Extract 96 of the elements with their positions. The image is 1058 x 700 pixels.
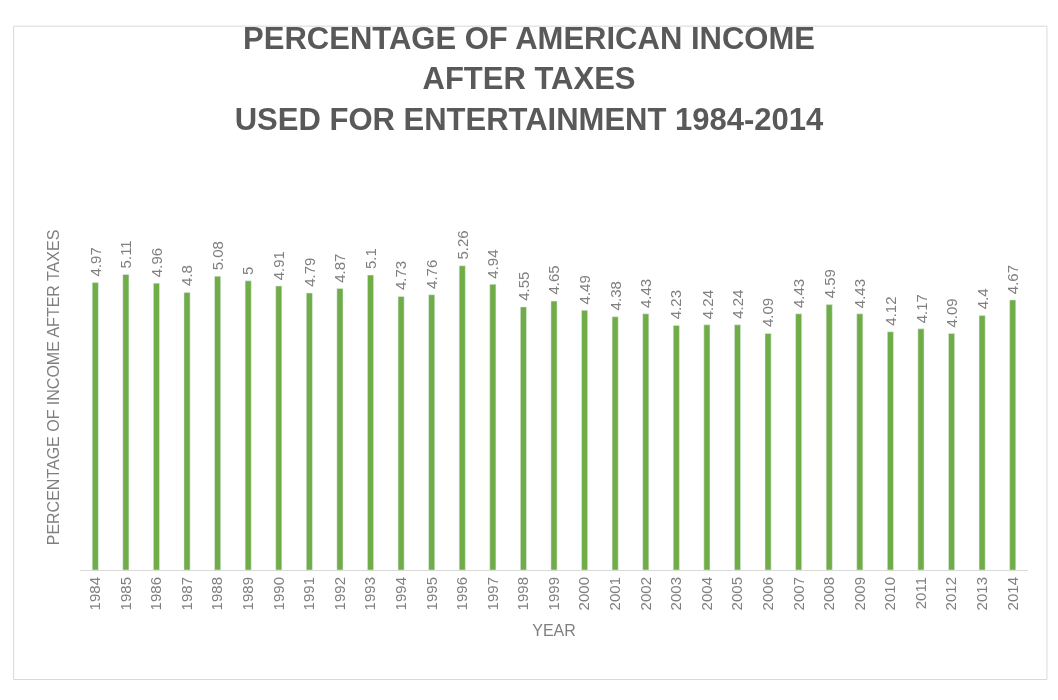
data-label: 4.17	[912, 294, 930, 324]
bar	[611, 316, 619, 570]
x-tick-label: 1992	[330, 577, 348, 611]
x-tick-label: 2000	[575, 577, 593, 611]
data-label: 5	[239, 266, 257, 276]
x-tick-label: 2008	[820, 577, 838, 611]
data-label: 4.38	[606, 281, 624, 311]
bar	[703, 324, 711, 570]
bar	[917, 328, 925, 570]
data-label: 4.09	[942, 298, 960, 328]
bar	[428, 294, 435, 570]
bar	[978, 315, 986, 570]
bar	[825, 304, 833, 570]
bar	[367, 274, 374, 570]
x-tick-label: 2009	[850, 577, 868, 611]
data-label: 5.11	[117, 240, 135, 269]
bar	[795, 313, 802, 570]
bar	[550, 300, 558, 570]
data-label: 5.26	[453, 230, 471, 260]
x-tick-label: 1984	[86, 577, 104, 611]
x-tick-label: 2005	[728, 577, 746, 611]
data-label: 4.91	[270, 251, 288, 281]
x-tick-label: 1988	[208, 577, 226, 611]
data-label: 4.87	[331, 253, 349, 283]
bar	[520, 306, 527, 570]
data-label: 4.43	[790, 278, 808, 308]
x-tick-label: 1995	[422, 577, 440, 611]
x-tick-label: 2002	[636, 577, 654, 611]
x-tick-label: 1985	[116, 577, 134, 611]
x-tick-label: 2013	[973, 577, 991, 611]
x-tick-label: 2001	[606, 577, 624, 611]
data-label: 4.4	[974, 288, 992, 310]
bar	[734, 324, 741, 570]
data-label: 5.08	[208, 241, 226, 271]
bar	[673, 325, 680, 570]
bar	[91, 282, 99, 570]
x-tick-label: 2014	[1003, 577, 1021, 611]
x-tick-label: 1994	[391, 577, 409, 611]
data-label: 4.94	[484, 249, 501, 279]
data-label: 4.73	[392, 260, 410, 291]
bar	[183, 292, 191, 570]
data-label: 4.23	[667, 290, 685, 320]
data-label: 4.79	[300, 257, 318, 287]
bar	[764, 333, 772, 570]
x-tick-label: 1996	[453, 577, 471, 611]
bar	[244, 280, 252, 570]
bar	[948, 333, 955, 570]
x-tick-label: 1998	[514, 577, 532, 611]
data-label: 4.97	[87, 247, 105, 277]
x-tick-label: 1987	[177, 577, 195, 611]
bar	[397, 296, 405, 570]
x-tick-label: 2004	[697, 577, 715, 611]
data-label: 4.24	[698, 290, 716, 320]
data-label: 4.09	[759, 297, 777, 328]
x-tick-label: 1986	[147, 577, 165, 611]
x-tick-label: 2012	[942, 577, 960, 611]
data-label: 4.8	[178, 265, 196, 286]
chart-title: PERCENTAGE OF AMERICAN INCOME AFTER TAXES USED FOR ENTERTAINMENT 1984-2014	[234, 21, 825, 137]
data-label: 4.65	[545, 265, 563, 295]
data-label: 4.43	[851, 278, 869, 309]
x-tick-label: 1993	[361, 577, 379, 611]
bar	[581, 310, 588, 570]
bar	[458, 265, 466, 570]
data-label: 5.1	[361, 248, 379, 270]
data-label: 4.59	[821, 269, 839, 299]
x-tick-label: 2007	[789, 577, 807, 611]
x-tick-label: 2006	[758, 577, 776, 611]
y-axis-title: PERCENTAGE OF INCOME AFTER TAXES	[44, 229, 62, 546]
x-tick-label: 1990	[269, 577, 287, 611]
bar	[887, 331, 894, 570]
data-label: 4.24	[729, 289, 747, 319]
data-label: 4.76	[423, 259, 441, 289]
data-label: 4.43	[637, 278, 655, 309]
x-tick-label: 1997	[483, 577, 501, 611]
bar	[1009, 299, 1017, 570]
data-label: 4.55	[515, 271, 533, 301]
data-label: 4.96	[147, 247, 165, 278]
x-tick-label: 1989	[239, 577, 257, 611]
bar	[214, 275, 221, 570]
bar	[153, 282, 160, 570]
bar	[856, 313, 864, 570]
bar	[275, 285, 283, 570]
x-tick-label: 2010	[881, 577, 899, 611]
data-label: 4.12	[882, 296, 900, 326]
x-axis-title: YEAR	[532, 622, 576, 640]
bar	[489, 284, 497, 570]
data-label: 4.67	[1004, 264, 1022, 295]
bar	[122, 274, 130, 570]
x-tick-label: 1999	[544, 577, 562, 611]
x-tick-label: 2003	[667, 577, 685, 611]
bar	[336, 288, 344, 570]
data-label: 4.49	[575, 275, 593, 305]
x-tick-label: 1991	[300, 577, 318, 611]
bar	[306, 292, 313, 570]
bar	[642, 313, 650, 570]
x-tick-label: 2011	[911, 577, 929, 610]
